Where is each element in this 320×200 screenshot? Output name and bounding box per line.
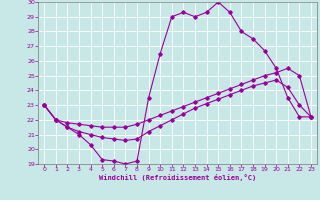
X-axis label: Windchill (Refroidissement éolien,°C): Windchill (Refroidissement éolien,°C) [99, 174, 256, 181]
